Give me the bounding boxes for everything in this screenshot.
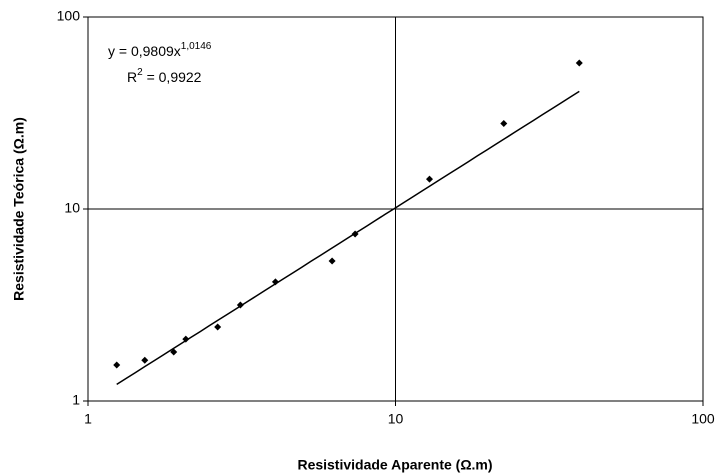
x-axis-title: Resistividade Aparente (Ω.m) [297, 457, 492, 473]
y-tick-label: 1 [72, 392, 80, 408]
y-tick-label: 100 [57, 8, 81, 24]
point [271, 278, 279, 286]
r-value: = 0,9922 [143, 69, 202, 85]
point [141, 356, 149, 364]
r-symbol: R [127, 69, 137, 85]
y-tick-label: 10 [64, 200, 80, 216]
x-tick-label: 100 [691, 411, 715, 427]
equation-text: y = 0,9809x [108, 43, 181, 59]
point [500, 119, 508, 127]
x-tick-label: 10 [388, 411, 404, 427]
point [426, 175, 434, 183]
x-tick-label: 1 [84, 411, 92, 427]
point [113, 361, 121, 369]
point [236, 301, 244, 309]
point [214, 323, 222, 331]
equation-exponent: 1,0146 [181, 41, 212, 52]
r-power: 2 [137, 67, 143, 78]
y-axis-title: Resistividade Teórica (Ω.m) [11, 117, 27, 301]
r-squared: R2 = 0,9922 [127, 67, 202, 85]
trend-equation: y = 0,9809x1,0146 [108, 41, 212, 59]
point [170, 348, 178, 356]
point [328, 257, 336, 265]
trendline [116, 90, 580, 386]
point [351, 230, 359, 238]
point [182, 335, 190, 343]
point [575, 59, 583, 67]
